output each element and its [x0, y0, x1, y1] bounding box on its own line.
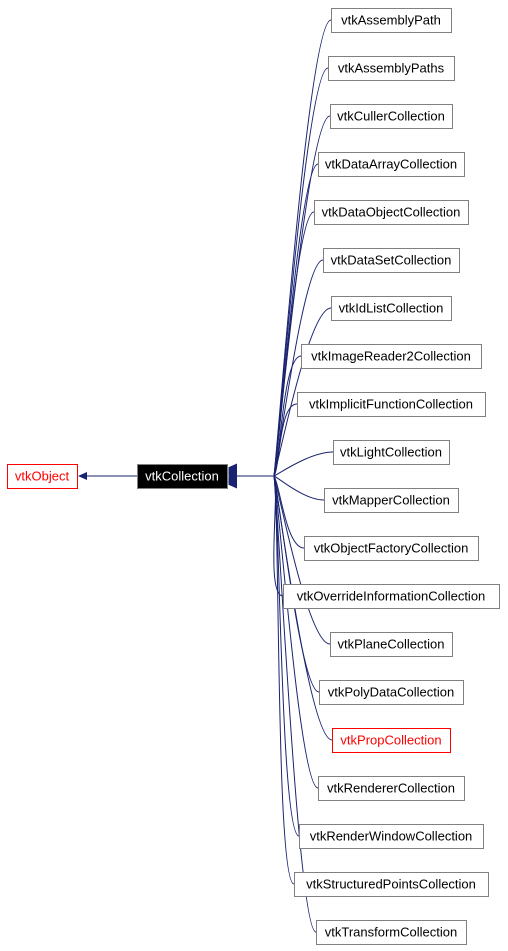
node-label: vtkPropCollection [340, 732, 441, 747]
node-label: vtkRenderWindowCollection [310, 828, 473, 843]
edge-vtkMapperCollection [274, 476, 324, 500]
node-vtkDataSetCollection[interactable]: vtkDataSetCollection [324, 249, 460, 273]
node-vtkIdListCollection[interactable]: vtkIdListCollection [332, 297, 452, 321]
node-vtkMapperCollection[interactable]: vtkMapperCollection [325, 489, 459, 513]
node-label: vtkRendererCollection [327, 780, 455, 795]
node-vtkObject[interactable]: vtkObject [8, 465, 78, 489]
node-vtkDataArrayCollection[interactable]: vtkDataArrayCollection [319, 153, 465, 177]
node-vtkDataObjectCollection[interactable]: vtkDataObjectCollection [315, 201, 469, 225]
node-label: vtkCollection [145, 468, 219, 483]
node-label: vtkObject [15, 468, 70, 483]
node-label: vtkImageReader2Collection [311, 348, 471, 363]
node-label: vtkIdListCollection [339, 300, 444, 315]
node-vtkPolyDataCollection[interactable]: vtkPolyDataCollection [320, 681, 464, 705]
node-vtkRendererCollection[interactable]: vtkRendererCollection [319, 777, 465, 801]
node-label: vtkPlaneCollection [338, 636, 445, 651]
node-vtkAssemblyPaths[interactable]: vtkAssemblyPaths [329, 57, 455, 81]
node-label: vtkPolyDataCollection [328, 684, 454, 699]
node-label: vtkImplicitFunctionCollection [309, 396, 473, 411]
node-label: vtkStructuredPointsCollection [306, 876, 476, 891]
node-vtkPropCollection[interactable]: vtkPropCollection [333, 729, 451, 753]
edge-vtkStructuredPointsCollection [274, 476, 294, 884]
node-vtkAssemblyPath[interactable]: vtkAssemblyPath [332, 9, 452, 33]
inheritance-diagram: vtkObject vtkCollection vtkAssemblyPath vtk… [0, 0, 508, 951]
node-label: vtkLightCollection [340, 444, 442, 459]
node-label: vtkAssemblyPaths [338, 60, 445, 75]
node-vtkTransformCollection[interactable]: vtkTransformCollection [317, 921, 467, 945]
node-vtkImplicitFunctionCollection[interactable]: vtkImplicitFunctionCollection [298, 393, 486, 417]
node-vtkStructuredPointsCollection[interactable]: vtkStructuredPointsCollection [295, 873, 489, 897]
node-vtkCullerCollection[interactable]: vtkCullerCollection [331, 105, 453, 129]
node-label: vtkDataObjectCollection [322, 204, 461, 219]
node-label: vtkDataArrayCollection [325, 156, 457, 171]
node-vtkObjectFactoryCollection[interactable]: vtkObjectFactoryCollection [305, 537, 479, 561]
node-vtkCollection[interactable]: vtkCollection [138, 465, 228, 489]
node-vtkImageReader2Collection[interactable]: vtkImageReader2Collection [302, 345, 482, 369]
node-vtkPlaneCollection[interactable]: vtkPlaneCollection [331, 633, 453, 657]
node-label: vtkCullerCollection [337, 108, 445, 123]
node-vtkLightCollection[interactable]: vtkLightCollection [334, 441, 450, 465]
node-label: vtkTransformCollection [325, 924, 457, 939]
node-label: vtkOverrideInformationCollection [297, 588, 486, 603]
node-label: vtkObjectFactoryCollection [314, 540, 469, 555]
node-label: vtkMapperCollection [332, 492, 450, 507]
node-label: vtkAssemblyPath [341, 12, 441, 27]
node-label: vtkDataSetCollection [331, 252, 452, 267]
node-vtkRenderWindowCollection[interactable]: vtkRenderWindowCollection [300, 825, 484, 849]
edge-vtkLightCollection [274, 452, 333, 476]
node-vtkOverrideInformationCollection[interactable]: vtkOverrideInformationCollection [284, 585, 500, 609]
